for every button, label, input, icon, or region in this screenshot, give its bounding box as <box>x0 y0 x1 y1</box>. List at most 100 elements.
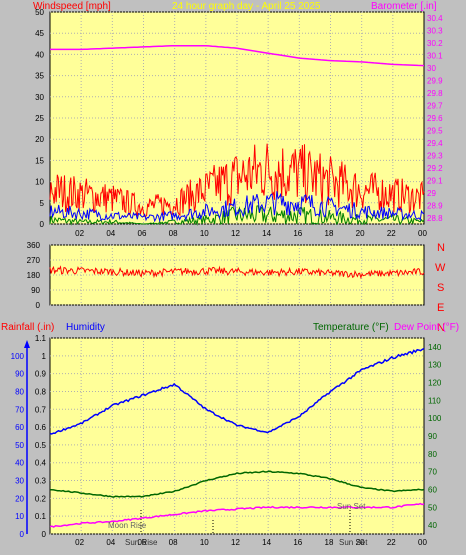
barometer-tick: 29 <box>427 189 436 198</box>
rainfall-tick: 0.8 <box>35 387 47 396</box>
humidity-tick: 70 <box>15 405 24 414</box>
windspeed-tick: 25 <box>35 114 44 123</box>
humidity-title: Humidity <box>66 322 105 333</box>
moon-rise-label: Moon Rise <box>108 521 147 530</box>
humidity-tick: 90 <box>15 370 24 379</box>
humidity-tick: 50 <box>15 441 24 450</box>
temperature-tick: 110 <box>428 396 441 405</box>
humidity-tick: 100 <box>11 352 25 361</box>
dewpoint-line <box>49 502 425 528</box>
climate-x-tick: 02 <box>75 538 84 547</box>
direction-label-n-top: N <box>437 242 445 254</box>
wind-gust-line <box>49 143 425 218</box>
temperature-tick: 140 <box>428 343 442 352</box>
temperature-tick: 120 <box>428 379 442 388</box>
direction-label-s: S <box>437 282 444 294</box>
wind-direction-line <box>49 265 425 280</box>
temperature-tick: 90 <box>428 432 437 441</box>
barometer-tick: 29.8 <box>427 89 443 98</box>
windspeed-tick: 30 <box>35 93 44 102</box>
climate-x-tick: 18 <box>325 538 334 547</box>
barometer-tick: 28.9 <box>427 201 443 210</box>
sun-set-label-top: Sun Set <box>337 502 366 511</box>
wind-x-tick: 04 <box>106 229 115 238</box>
wind-x-tick: 18 <box>325 229 334 238</box>
graph-date-title: 24 hour graph day - April 25 2025 <box>172 1 321 12</box>
direction-label-w: W <box>435 262 446 274</box>
barometer-tick: 29.9 <box>427 77 443 86</box>
humidity-tick: 0 <box>20 530 25 539</box>
temperature-tick: 70 <box>428 468 437 477</box>
wind-x-tick: 00 <box>418 229 427 238</box>
windspeed-title: Windspeed [mph] <box>33 1 111 12</box>
rainfall-title: Rainfall (.in) <box>1 322 54 333</box>
grid-lines <box>50 11 424 535</box>
windspeed-tick: 50 <box>35 8 44 17</box>
rainfall-tick: 0.1 <box>35 512 47 521</box>
series-lines <box>49 44 425 528</box>
dewpoint-title: Dew Point (°F) <box>394 322 459 333</box>
climate-x-tick: 10 <box>200 538 209 547</box>
temperature-tick: 60 <box>428 485 437 494</box>
wind-x-tick: 08 <box>169 229 178 238</box>
direction-tick: 180 <box>27 271 41 280</box>
barometer-tick: 29.1 <box>427 176 443 185</box>
wind-x-tick: 16 <box>293 229 302 238</box>
climate-x-tick: 16 <box>293 538 302 547</box>
direction-letters: N W S E N <box>435 242 446 334</box>
windspeed-tick: 0 <box>40 220 45 229</box>
temperature-tick: 100 <box>428 414 442 423</box>
direction-tick: 270 <box>27 256 41 265</box>
temperature-tick: 80 <box>428 450 437 459</box>
windspeed-tick: 40 <box>35 50 44 59</box>
barometer-tick: 30.4 <box>427 14 443 23</box>
climate-x-tick: 12 <box>231 538 240 547</box>
wind-x-tick: 14 <box>262 229 271 238</box>
humidity-tick: 40 <box>15 459 24 468</box>
sun-set-label-bottom: Sun Set <box>339 538 368 547</box>
temperature-tick: 40 <box>428 521 437 530</box>
humidity-axis-arrow <box>24 340 30 348</box>
barometer-tick: 30.3 <box>427 27 443 36</box>
barometer-title: Barometer [.in] <box>371 1 437 12</box>
rainfall-tick: 0.7 <box>35 405 47 414</box>
wind-x-tick: 10 <box>200 229 209 238</box>
rainfall-tick: 0.4 <box>35 459 47 468</box>
direction-tick: 90 <box>31 286 40 295</box>
wind-x-tick: 12 <box>231 229 240 238</box>
wind-x-tick: 22 <box>387 229 396 238</box>
windspeed-tick: 15 <box>35 156 44 165</box>
barometer-tick: 29.3 <box>427 151 443 160</box>
climate-x-tick: 06 <box>138 538 147 547</box>
temperature-title: Temperature (°F) <box>313 322 389 333</box>
climate-x-tick: 14 <box>262 538 271 547</box>
direction-label-e: E <box>437 302 444 314</box>
humidity-tick: 80 <box>15 387 24 396</box>
wind-low-line <box>49 205 425 226</box>
humidity-tick: 30 <box>15 477 24 486</box>
humidity-tick: 10 <box>15 512 24 521</box>
rainfall-tick: 0 <box>42 530 47 539</box>
climate-x-tick: 22 <box>387 538 396 547</box>
humidity-tick: 60 <box>15 423 24 432</box>
rainfall-tick: 0.2 <box>35 494 47 503</box>
barometer-line <box>50 44 425 67</box>
barometer-tick: 30.2 <box>427 39 443 48</box>
wind-x-tick: 20 <box>356 229 365 238</box>
wind-average-line <box>49 191 425 223</box>
windspeed-tick: 20 <box>35 135 44 144</box>
windspeed-tick: 35 <box>35 72 44 81</box>
windspeed-tick: 45 <box>35 29 44 38</box>
rainfall-tick: 0.5 <box>35 441 47 450</box>
rainfall-tick: 0.3 <box>35 477 47 486</box>
humidity-line <box>49 347 425 435</box>
barometer-tick: 30 <box>427 64 436 73</box>
climate-x-tick: 20 <box>356 538 365 547</box>
temperature-line <box>49 470 425 498</box>
sun-rise-label: Sun Rise <box>125 538 158 547</box>
wind-x-tick: 06 <box>138 229 147 238</box>
barometer-tick: 29.2 <box>427 164 443 173</box>
